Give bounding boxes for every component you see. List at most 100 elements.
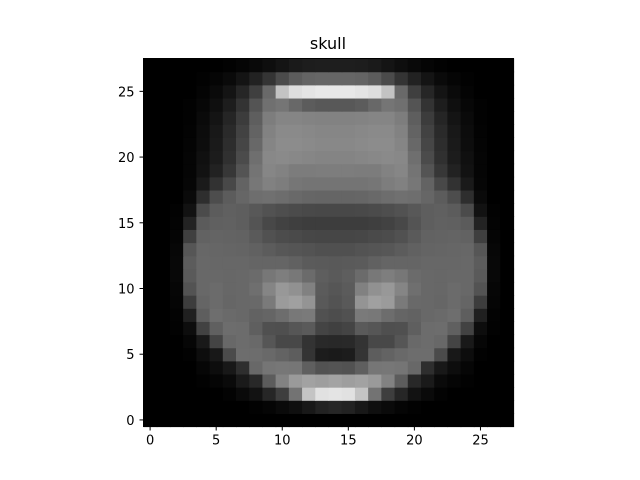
heatmap-cell xyxy=(249,71,264,86)
heatmap-cell xyxy=(447,334,462,349)
heatmap-cell xyxy=(315,373,330,388)
heatmap-cell xyxy=(262,124,277,138)
heatmap-cell xyxy=(169,242,184,257)
heatmap-cell xyxy=(473,268,488,283)
heatmap-cell xyxy=(500,242,515,257)
heatmap-cell xyxy=(302,124,316,138)
heatmap-cell xyxy=(381,84,396,99)
heatmap-cell xyxy=(394,387,409,401)
heatmap-cell xyxy=(249,242,264,257)
heatmap-cell xyxy=(169,124,184,138)
heatmap-cell xyxy=(275,413,290,428)
heatmap-cell xyxy=(487,84,501,99)
heatmap-cell xyxy=(368,255,382,270)
heatmap-cell xyxy=(473,413,488,428)
heatmap-cell xyxy=(262,268,277,283)
heatmap-cell xyxy=(500,97,515,112)
heatmap-cell xyxy=(315,334,330,349)
heatmap-cell xyxy=(447,373,462,388)
heatmap-cell xyxy=(209,334,224,349)
heatmap-cell xyxy=(288,255,303,270)
heatmap-cell xyxy=(315,400,330,414)
heatmap-cell xyxy=(500,387,515,401)
heatmap-cell xyxy=(368,71,382,86)
heatmap-cell xyxy=(262,295,277,309)
heatmap-cell xyxy=(368,321,382,336)
heatmap-cell xyxy=(500,84,515,99)
y-tick-label: 10 xyxy=(118,283,135,298)
heatmap-cell xyxy=(487,163,501,178)
heatmap-cell xyxy=(183,84,197,99)
heatmap-cell xyxy=(447,71,462,86)
heatmap-cell xyxy=(500,400,515,414)
heatmap-cell xyxy=(222,413,237,428)
heatmap-cell xyxy=(288,111,303,125)
heatmap-cell xyxy=(328,242,343,257)
heatmap-cell xyxy=(262,229,277,244)
y-tick-label: 25 xyxy=(118,85,135,100)
heatmap-cell xyxy=(302,373,316,388)
heatmap-cell xyxy=(447,58,462,73)
heatmap-cell xyxy=(236,308,250,322)
heatmap-cell xyxy=(169,229,184,244)
heatmap-cell xyxy=(236,150,250,165)
heatmap-cell xyxy=(183,163,197,178)
heatmap-cell xyxy=(209,150,224,165)
heatmap-cell xyxy=(368,268,382,283)
heatmap-cell xyxy=(169,203,184,217)
heatmap-cell xyxy=(341,124,356,138)
heatmap-cell xyxy=(447,321,462,336)
x-tick-label: 25 xyxy=(472,434,489,449)
heatmap-cell xyxy=(262,203,277,217)
heatmap-cell xyxy=(302,189,316,204)
heatmap-cell xyxy=(209,242,224,257)
heatmap-cell xyxy=(249,203,264,217)
heatmap-cell xyxy=(434,334,449,349)
heatmap-cell xyxy=(156,321,171,336)
heatmap-cell xyxy=(354,347,369,362)
heatmap-cell xyxy=(169,281,184,296)
heatmap-cell xyxy=(169,137,184,152)
heatmap-cell xyxy=(341,163,356,178)
heatmap-cell xyxy=(196,295,211,309)
heatmap-cell xyxy=(434,321,449,336)
heatmap-cell xyxy=(302,216,316,230)
y-tick-label: 15 xyxy=(118,217,135,232)
heatmap-cell xyxy=(236,400,250,414)
heatmap-cell xyxy=(381,334,396,349)
heatmap-cell xyxy=(328,347,343,362)
heatmap-cell xyxy=(368,229,382,244)
heatmap-cell xyxy=(143,281,158,296)
heatmap-cell xyxy=(407,413,422,428)
heatmap-cell xyxy=(354,189,369,204)
heatmap-cell xyxy=(222,268,237,283)
heatmap-cell xyxy=(169,176,184,191)
heatmap-cell xyxy=(354,71,369,86)
heatmap-cell xyxy=(315,347,330,362)
heatmap-cell xyxy=(460,84,475,99)
heatmap-cell xyxy=(354,84,369,99)
heatmap-cell xyxy=(143,163,158,178)
heatmap-cell xyxy=(407,255,422,270)
heatmap-cell xyxy=(169,163,184,178)
heatmap-cell xyxy=(169,413,184,428)
heatmap-cell xyxy=(421,84,435,99)
heatmap-cell xyxy=(222,229,237,244)
heatmap-cell xyxy=(262,150,277,165)
heatmap-cell xyxy=(196,334,211,349)
heatmap-cell xyxy=(407,400,422,414)
heatmap-cell xyxy=(262,137,277,152)
heatmap-cell xyxy=(447,360,462,375)
heatmap-cell xyxy=(354,176,369,191)
heatmap-cell xyxy=(341,308,356,322)
heatmap-cell xyxy=(407,163,422,178)
heatmap-cell xyxy=(460,189,475,204)
heatmap-cell xyxy=(183,150,197,165)
heatmap-cell xyxy=(236,137,250,152)
heatmap-cell xyxy=(487,203,501,217)
heatmap-cell xyxy=(354,400,369,414)
heatmap-cell xyxy=(249,176,264,191)
heatmap-cell xyxy=(275,360,290,375)
heatmap-cell xyxy=(183,137,197,152)
heatmap-cell xyxy=(447,216,462,230)
